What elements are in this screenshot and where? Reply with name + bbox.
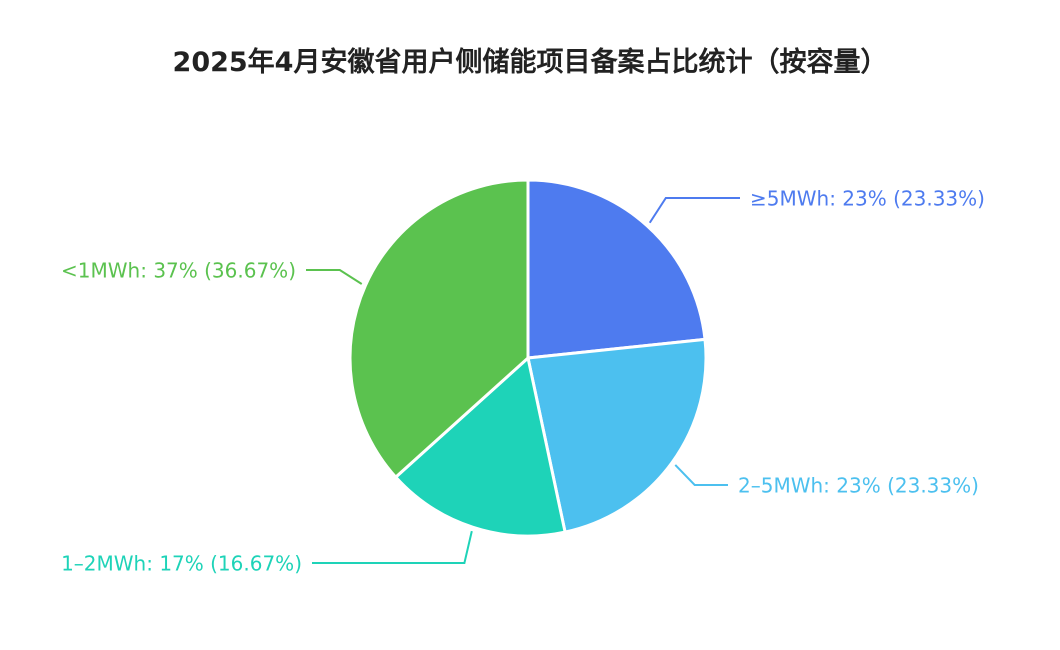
pie-leader-line — [312, 530, 473, 564]
pie-leader-line — [674, 464, 728, 486]
pie-leader-line — [306, 269, 363, 285]
pie-data-label: <1MWh: 37% (36.67%) — [61, 259, 296, 283]
pie-data-label: 2–5MWh: 23% (23.33%) — [738, 474, 979, 498]
pie-leader-line — [648, 197, 740, 224]
pie-slice[interactable] — [394, 356, 567, 538]
pie-slice[interactable] — [348, 178, 530, 479]
pie-labels: ≥5MWh: 23% (23.33%) 2–5MWh: 23% (23.33%) 1… — [61, 187, 985, 576]
chart-title: 2025年4月安徽省用户侧储能项目备案占比统计（按容量） — [172, 47, 888, 78]
pie-data-label: 1–2MWh: 17% (16.67%) — [61, 552, 302, 576]
pie-slices — [348, 178, 708, 538]
pie-slice[interactable] — [526, 337, 708, 534]
pie-slice[interactable] — [526, 178, 707, 360]
pie-leader-lines — [306, 197, 740, 564]
pie-data-label: ≥5MWh: 23% (23.33%) — [750, 187, 985, 211]
